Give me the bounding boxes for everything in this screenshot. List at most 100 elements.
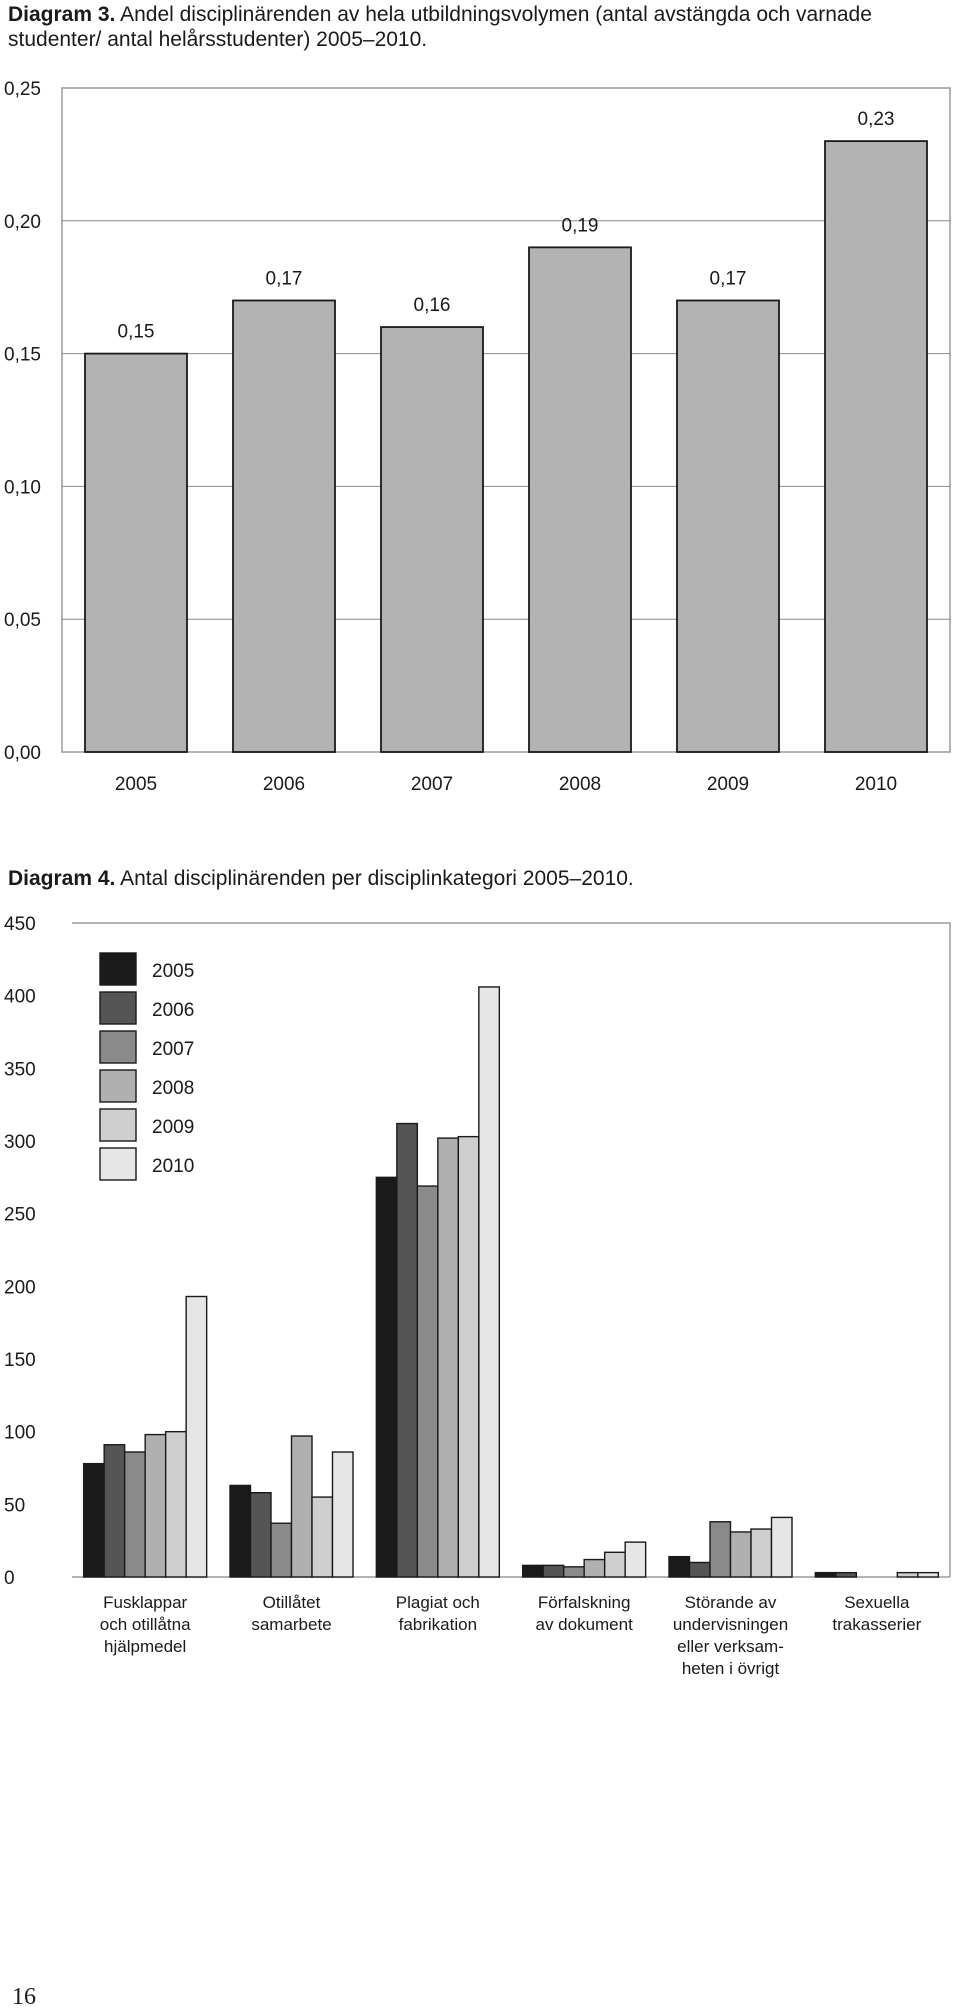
bar-2005	[229, 1484, 252, 1578]
bar-2005	[521, 1564, 544, 1578]
x-tick-label-line: Plagiat och	[396, 1593, 480, 1612]
x-tick-label-line: av dokument	[535, 1615, 633, 1634]
bar-2010	[770, 1516, 793, 1578]
bar-2006	[542, 1564, 565, 1578]
data-label: 0,16	[414, 295, 451, 316]
x-tick-label-line: heten i övrigt	[682, 1659, 780, 1678]
diagram3-title: Andel disciplinärenden av hela utbildnin…	[8, 3, 872, 51]
x-tick-label-line: trakasserier	[832, 1615, 921, 1634]
bar-2007	[562, 1566, 585, 1578]
legend-swatch-2009	[99, 1108, 137, 1142]
y-tick-label: 300	[4, 1132, 36, 1153]
x-tick-label: 2006	[263, 774, 305, 795]
bar-2010	[478, 986, 501, 1578]
bar-2007	[123, 1451, 146, 1578]
x-tick-label: Plagiat och fabrikation	[396, 1593, 480, 1634]
x-tick-label-line: undervisningen	[673, 1615, 788, 1634]
bar-2009	[750, 1528, 773, 1578]
bar-2005	[84, 352, 188, 753]
x-tick-label-line: eller verksam-	[677, 1637, 784, 1656]
y-tick-label: 50	[4, 1495, 25, 1516]
bar-2008	[583, 1558, 606, 1578]
bar-2008	[729, 1531, 752, 1578]
bar-2008	[290, 1435, 313, 1578]
y-tick-label: 250	[4, 1205, 36, 1226]
x-tick-label: Störande av undervisningen eller verksam-h…	[673, 1593, 788, 1678]
data-label: 0,19	[562, 215, 599, 236]
bar-2006	[835, 1571, 858, 1578]
y-tick-label: 0,00	[4, 743, 41, 764]
x-tick-label: 2005	[115, 774, 157, 795]
y-tick-label: 350	[4, 1059, 36, 1080]
diagram4-label: Diagram 4.	[8, 867, 116, 890]
bar-2009	[676, 299, 780, 753]
bar-2009	[164, 1430, 187, 1578]
x-tick-label: Förfalskning av dokument	[535, 1593, 633, 1634]
x-tick-label: Sexuella trakasserier	[832, 1593, 921, 1634]
x-tick-label-line: Fusklappar	[103, 1593, 187, 1612]
legend-swatch-2008	[99, 1069, 137, 1103]
y-tick-label: 400	[4, 987, 36, 1008]
data-label: 0,17	[710, 268, 747, 289]
y-tick-label: 0,15	[4, 345, 41, 366]
y-tick-label: 100	[4, 1423, 36, 1444]
bar-2010	[624, 1541, 647, 1578]
bar-2010	[917, 1571, 940, 1578]
bar-2005	[668, 1555, 691, 1578]
legend-label: 2006	[152, 1000, 194, 1021]
y-tick-label: 150	[4, 1350, 36, 1371]
legend-label: 2007	[152, 1039, 194, 1060]
diagram3-label: Diagram 3.	[8, 3, 116, 26]
bar-2007	[709, 1521, 732, 1578]
plot-frame	[61, 87, 951, 753]
x-tick-label-line: Otillåtet	[263, 1593, 321, 1612]
bar-2010	[185, 1295, 208, 1578]
x-tick-label: 2008	[559, 774, 601, 795]
bar-2007	[416, 1185, 439, 1578]
bar-2009	[603, 1551, 626, 1578]
x-tick-label-line: Förfalskning	[538, 1593, 631, 1612]
x-tick-label-line: Störande av	[685, 1593, 777, 1612]
x-tick-label-line: samarbete	[251, 1615, 331, 1634]
legend-label: 2005	[152, 961, 194, 982]
y-tick-label: 0,20	[4, 212, 41, 233]
x-tick-label: Fusklappar och otillåtna hjälpmedel	[100, 1593, 191, 1656]
x-tick-label: 2007	[411, 774, 453, 795]
page-number: 16	[12, 1984, 36, 2010]
y-tick-label: 0,10	[4, 477, 41, 498]
bar-2006	[232, 299, 336, 753]
legend-label: 2009	[152, 1117, 194, 1138]
plot-frame	[72, 922, 951, 1577]
bar-2009	[457, 1135, 480, 1578]
y-tick-label: 200	[4, 1277, 36, 1298]
x-tick-label-line: Sexuella	[844, 1593, 910, 1612]
bar-2007	[270, 1522, 293, 1578]
diagram4-caption: Diagram 4. Antal disciplinärenden per di…	[8, 866, 958, 891]
legend-swatch-2006	[99, 991, 137, 1025]
data-label: 0,15	[118, 322, 155, 343]
bar-2009	[896, 1571, 919, 1578]
legend-label: 2010	[152, 1156, 194, 1177]
y-tick-label: 0	[4, 1568, 15, 1589]
x-tick-label-line: och otillåtna	[100, 1615, 191, 1634]
x-tick-label-line: fabrikation	[399, 1615, 477, 1634]
bar-2008	[144, 1433, 167, 1578]
bar-2010	[824, 140, 928, 753]
legend-swatch-2007	[99, 1030, 137, 1064]
data-label: 0,23	[858, 109, 895, 130]
y-tick-label: 450	[4, 914, 36, 935]
diagram3-caption: Diagram 3. Andel disciplinärenden av hel…	[8, 2, 958, 52]
legend-label: 2008	[152, 1078, 194, 1099]
bar-2005	[375, 1176, 398, 1578]
bar-2009	[311, 1496, 334, 1578]
x-tick-label: 2010	[855, 774, 897, 795]
legend-swatch-2010	[99, 1147, 137, 1181]
bar-2005	[82, 1462, 105, 1578]
bar-2007	[380, 326, 484, 753]
bar-2008	[437, 1137, 460, 1578]
bar-2006	[688, 1561, 711, 1578]
bar-2008	[528, 246, 632, 753]
x-tick-label-line: hjälpmedel	[104, 1637, 186, 1656]
bar-2006	[396, 1122, 419, 1578]
